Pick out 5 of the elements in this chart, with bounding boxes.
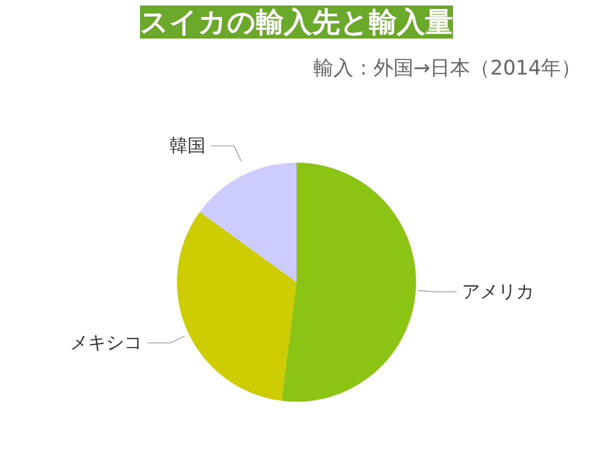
slice-label: アメリカ bbox=[462, 281, 534, 302]
chart-title: スイカの輸入先と輸入量 bbox=[140, 6, 453, 38]
chart-subtitle: 輸入：外国→日本（2014年） bbox=[313, 56, 582, 80]
slice-label: メキシコ bbox=[70, 332, 142, 354]
slice-label: 韓国 bbox=[170, 135, 206, 156]
